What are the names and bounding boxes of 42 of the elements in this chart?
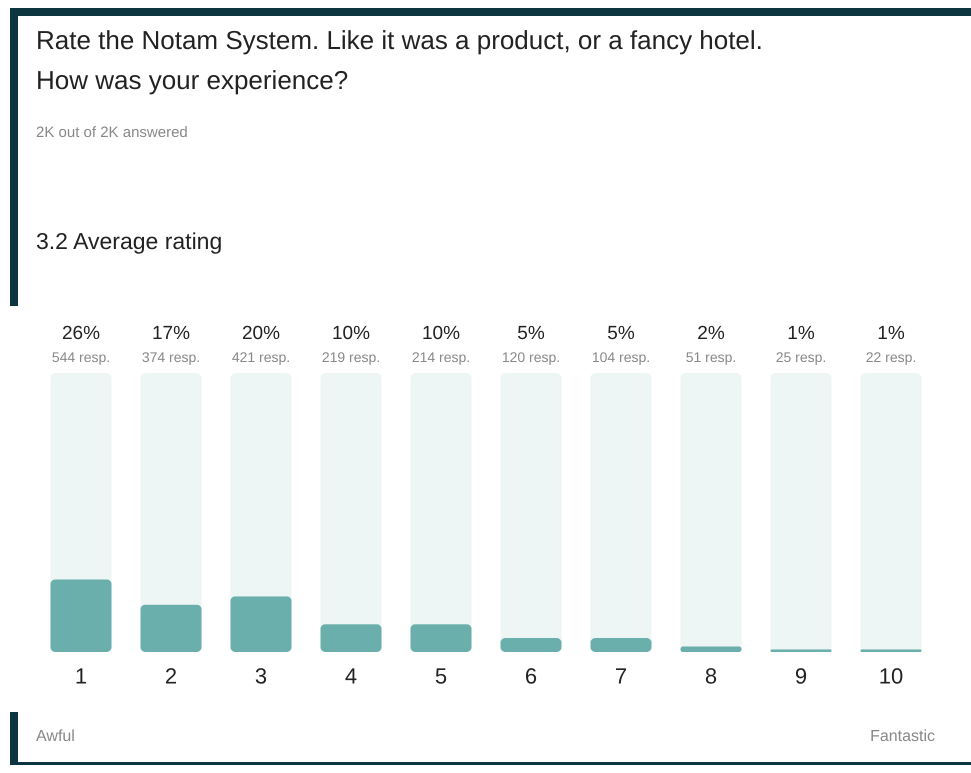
x-tick-label: 4 [344, 664, 358, 688]
bar [320, 624, 382, 652]
text: 3.2 Average rating [36, 228, 222, 255]
text: 544 resp. [52, 349, 110, 365]
text: Awful [36, 728, 75, 746]
text: 214 resp. [412, 349, 470, 365]
chart-title: Rate the Notam System. Like it was a product, or a fancy hotel. How was your experience? [36, 24, 764, 97]
chart-subtitle: 2K out of 2K answered [36, 124, 188, 141]
x-tick-label: 9 [794, 664, 808, 688]
text: 22 resp. [866, 349, 916, 365]
x-tick-label: 3 [254, 664, 268, 688]
bar [230, 596, 292, 652]
data-label: 20% [242, 323, 280, 344]
x-tick-label: 1 [74, 664, 88, 688]
data-label: 5% [517, 323, 545, 344]
data-label: 1% [877, 323, 905, 344]
data-label: 1% [787, 323, 815, 344]
x-tick-label: 2 [164, 664, 178, 688]
bar [590, 638, 652, 652]
x-tick-label: 5 [434, 664, 448, 688]
bar [140, 604, 202, 652]
text: 219 resp. [322, 349, 380, 365]
data-label: 26% [62, 323, 100, 344]
data-label: 5% [607, 323, 635, 344]
data-label: 17% [152, 323, 190, 344]
text: Fantastic [870, 728, 935, 746]
text: 51 resp. [686, 349, 736, 365]
data-label: 10% [422, 323, 460, 344]
x-tick-label: 10 [878, 664, 904, 688]
text: 421 resp. [232, 349, 290, 365]
x-tick-label: 8 [704, 664, 718, 688]
text: 120 resp. [502, 349, 560, 365]
x-tick-label: 6 [524, 664, 538, 688]
bar [500, 638, 562, 652]
data-label: 10% [332, 323, 370, 344]
x-tick-label: 7 [614, 664, 628, 688]
data-label: 2% [697, 323, 725, 344]
bar [680, 646, 742, 652]
text: 104 resp. [592, 349, 650, 365]
bar [410, 624, 472, 652]
text: 374 resp. [142, 349, 200, 365]
text: 25 resp. [776, 349, 826, 365]
